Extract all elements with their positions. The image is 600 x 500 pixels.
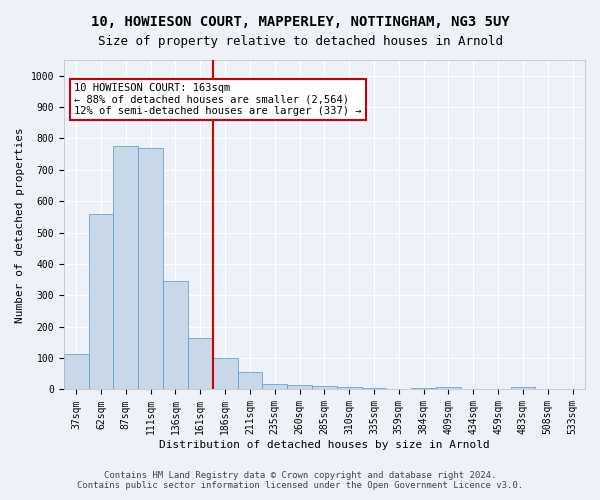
Bar xyxy=(262,384,287,390)
Bar xyxy=(511,387,535,390)
X-axis label: Distribution of detached houses by size in Arnold: Distribution of detached houses by size … xyxy=(159,440,490,450)
Bar xyxy=(287,386,312,390)
Bar xyxy=(337,387,362,390)
Y-axis label: Number of detached properties: Number of detached properties xyxy=(15,127,25,322)
Bar xyxy=(411,388,436,390)
Text: 10, HOWIESON COURT, MAPPERLEY, NOTTINGHAM, NG3 5UY: 10, HOWIESON COURT, MAPPERLEY, NOTTINGHA… xyxy=(91,15,509,29)
Bar xyxy=(238,372,262,390)
Bar xyxy=(212,358,238,390)
Bar xyxy=(138,148,163,390)
Bar xyxy=(64,354,89,390)
Bar xyxy=(436,387,461,390)
Bar xyxy=(312,386,337,390)
Bar xyxy=(362,388,386,390)
Text: 10 HOWIESON COURT: 163sqm
← 88% of detached houses are smaller (2,564)
12% of se: 10 HOWIESON COURT: 163sqm ← 88% of detac… xyxy=(74,83,362,116)
Bar xyxy=(163,281,188,390)
Bar xyxy=(89,214,113,390)
Text: Contains HM Land Registry data © Crown copyright and database right 2024.
Contai: Contains HM Land Registry data © Crown c… xyxy=(77,470,523,490)
Text: Size of property relative to detached houses in Arnold: Size of property relative to detached ho… xyxy=(97,35,503,48)
Bar xyxy=(113,146,138,390)
Bar xyxy=(188,338,212,390)
